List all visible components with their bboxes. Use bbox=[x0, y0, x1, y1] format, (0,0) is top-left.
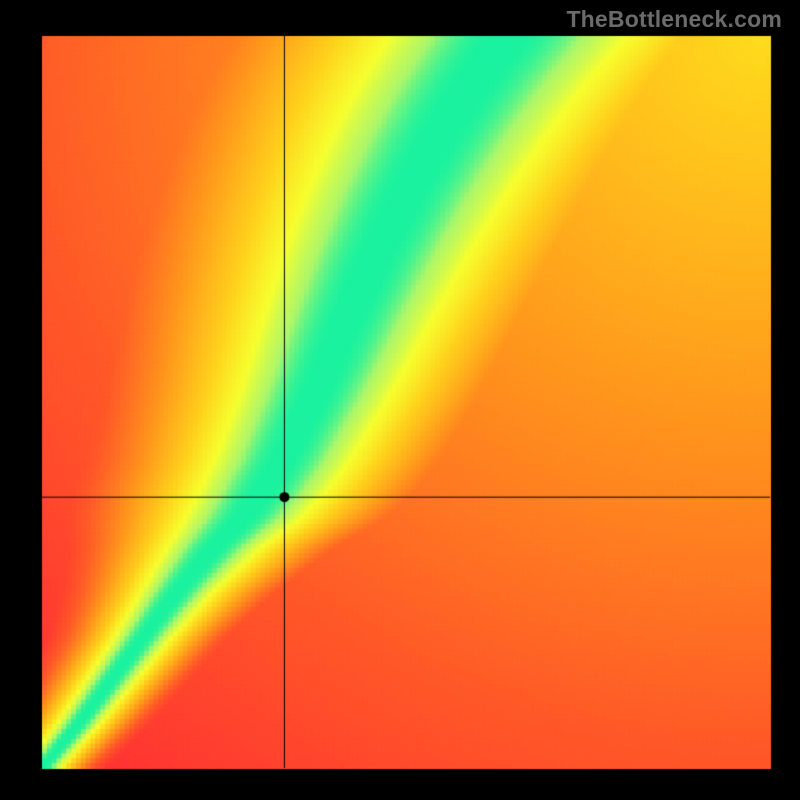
watermark-text: TheBottleneck.com bbox=[566, 6, 782, 33]
chart-container: { "watermark": "TheBottleneck.com", "cha… bbox=[0, 0, 800, 800]
bottleneck-heatmap bbox=[0, 0, 800, 800]
